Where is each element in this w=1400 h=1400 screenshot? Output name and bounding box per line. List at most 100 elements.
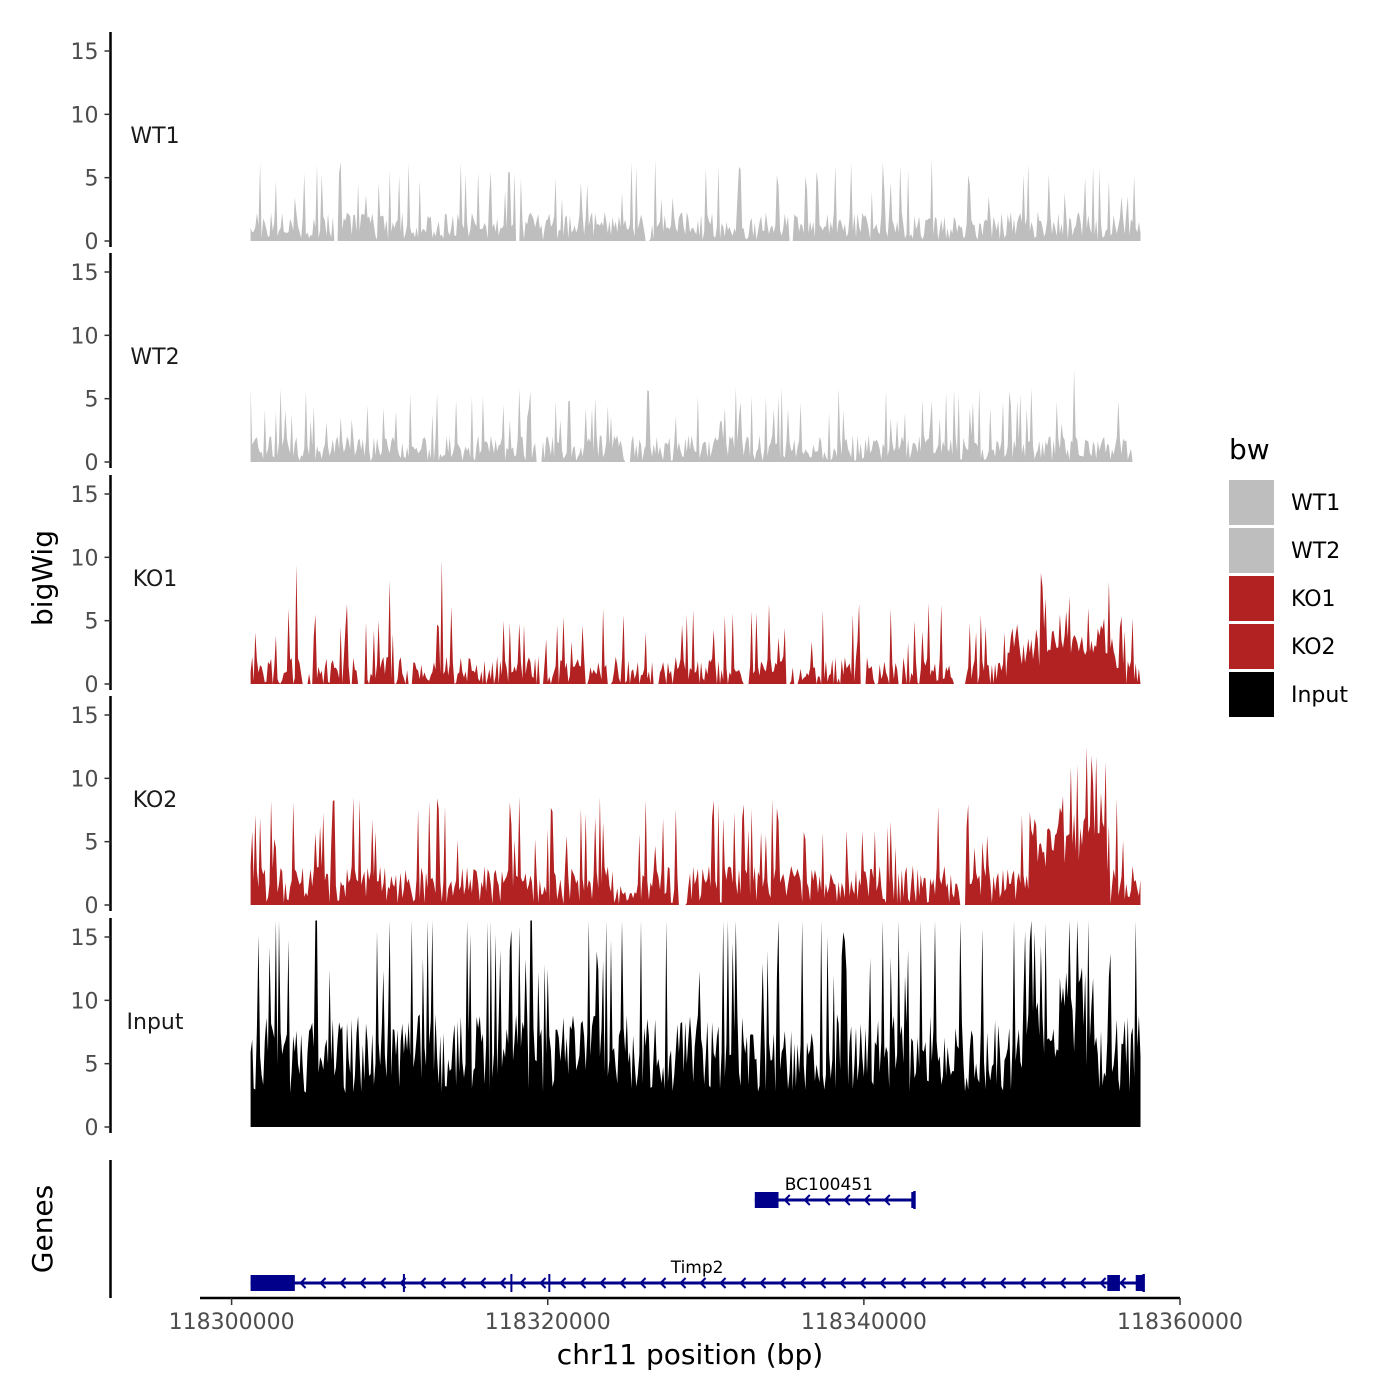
track-label-input: Input (127, 1010, 184, 1035)
strand-arrow (619, 1277, 627, 1289)
legend-label-input: Input (1291, 683, 1348, 708)
strand-arrow (599, 1277, 607, 1289)
signal-area-input (250, 920, 1141, 1127)
y-tick-label: 0 (85, 894, 99, 919)
strand-arrow (719, 1277, 727, 1289)
legend-title: bw (1229, 433, 1270, 466)
legend: bw WT1 WT2 KO1 KO2 Input (1229, 433, 1348, 717)
track-ko1: 0 5 10 15 KO1 (71, 475, 1141, 698)
strand-arrow (859, 1277, 867, 1289)
y-axis-title: bigWig (26, 530, 59, 626)
legend-label-ko2: KO2 (1291, 635, 1336, 660)
strand-arrow (1119, 1277, 1127, 1289)
y-tick-label: 15 (71, 483, 99, 508)
strand-arrow (379, 1277, 387, 1289)
strand-arrow (419, 1277, 427, 1289)
track-ko2: 0 5 10 15 KO2 (71, 696, 1141, 919)
strand-arrow (863, 1194, 871, 1206)
gene-track: BC100451 Timp2 (109, 1160, 1145, 1298)
strand-arrow (1019, 1277, 1027, 1289)
strand-arrow (1059, 1277, 1067, 1289)
signal-area-ko2 (250, 746, 1141, 905)
y-tick-label: 5 (85, 1053, 99, 1078)
gene-exon (250, 1275, 295, 1291)
x-tick-label: 118320000 (485, 1310, 611, 1335)
track-label-ko2: KO2 (133, 788, 178, 813)
strand-arrow (579, 1277, 587, 1289)
x-axis-title: chr11 position (bp) (557, 1338, 823, 1371)
legend-key-input (1229, 672, 1274, 717)
gene-bc100451: BC100451 (754, 1175, 916, 1209)
y-tick-label: 0 (85, 230, 99, 255)
strand-arrow (899, 1277, 907, 1289)
y-tick-label: 15 (71, 926, 99, 951)
y-tick-label: 5 (85, 831, 99, 856)
gene-exon (911, 1192, 915, 1208)
strand-arrow (359, 1277, 367, 1289)
legend-label-ko1: KO1 (1291, 587, 1336, 612)
strand-arrow (839, 1277, 847, 1289)
track-input: 0 5 10 15 Input (71, 918, 1141, 1141)
strand-arrow (459, 1277, 467, 1289)
strand-arrow (919, 1277, 927, 1289)
y-tick-label: 10 (71, 324, 99, 349)
y-tick-label: 5 (85, 610, 99, 635)
y-tick-label: 15 (71, 704, 99, 729)
strand-arrow (679, 1277, 687, 1289)
strand-arrow (799, 1277, 807, 1289)
strand-arrow (819, 1277, 827, 1289)
y-tick-label: 0 (85, 1116, 99, 1141)
y-tick-label: 10 (71, 103, 99, 128)
gene-exon (1107, 1275, 1120, 1291)
legend-key-ko2 (1229, 624, 1274, 669)
track-label-wt2: WT2 (130, 345, 179, 370)
track-wt1: 0 5 10 15 WT1 (71, 32, 1141, 255)
legend-key-wt1 (1229, 480, 1274, 525)
x-tick-label: 118300000 (169, 1310, 295, 1335)
x-tick-label: 118340000 (801, 1310, 927, 1335)
strand-arrow (803, 1194, 811, 1206)
y-tick-label: 10 (71, 546, 99, 571)
strand-arrow (659, 1277, 667, 1289)
y-tick-label: 0 (85, 673, 99, 698)
x-tick-label: 118360000 (1117, 1310, 1243, 1335)
gene-exon (1135, 1275, 1144, 1291)
y-tick-label: 5 (85, 167, 99, 192)
x-axis: 118300000 118320000 118340000 118360000 (169, 1296, 1243, 1335)
signal-area-wt1 (250, 158, 1141, 241)
strand-arrow (699, 1277, 707, 1289)
track-wt2: 0 5 10 15 WT2 (71, 253, 1141, 476)
strand-arrow (519, 1277, 527, 1289)
strand-arrow (1039, 1277, 1047, 1289)
y-tick-label: 5 (85, 388, 99, 413)
strand-arrow (499, 1277, 507, 1289)
y-tick-label: 15 (71, 40, 99, 65)
track-label-ko1: KO1 (133, 567, 178, 592)
strand-arrow (1099, 1277, 1107, 1289)
strand-arrow (999, 1277, 1007, 1289)
signal-area-ko1 (250, 559, 1141, 684)
legend-key-wt2 (1229, 528, 1274, 573)
legend-label-wt2: WT2 (1291, 539, 1340, 564)
strand-arrow (783, 1194, 791, 1206)
signal-area-wt2 (250, 369, 1141, 462)
strand-arrow (979, 1277, 987, 1289)
strand-arrow (779, 1277, 787, 1289)
signal-tracks: 0 5 10 15 WT1 0 5 10 15 WT2 0 5 10 15 KO1 0 5 10 15 KO2 0 5 10… (71, 32, 1141, 1141)
y-tick-label: 10 (71, 767, 99, 792)
strand-arrow (739, 1277, 747, 1289)
legend-key-ko1 (1229, 576, 1274, 621)
strand-arrow (1079, 1277, 1087, 1289)
strand-arrow (439, 1277, 447, 1289)
gene-label: Timp2 (670, 1258, 724, 1278)
strand-arrow (879, 1277, 887, 1289)
strand-arrow (299, 1277, 307, 1289)
legend-label-wt1: WT1 (1291, 491, 1340, 516)
strand-arrow (539, 1277, 547, 1289)
strand-arrow (843, 1194, 851, 1206)
gene-label: BC100451 (785, 1175, 873, 1195)
gene-timp2: Timp2 (250, 1258, 1145, 1292)
strand-arrow (959, 1277, 967, 1289)
strand-arrow (639, 1277, 647, 1289)
y-tick-label: 10 (71, 989, 99, 1014)
